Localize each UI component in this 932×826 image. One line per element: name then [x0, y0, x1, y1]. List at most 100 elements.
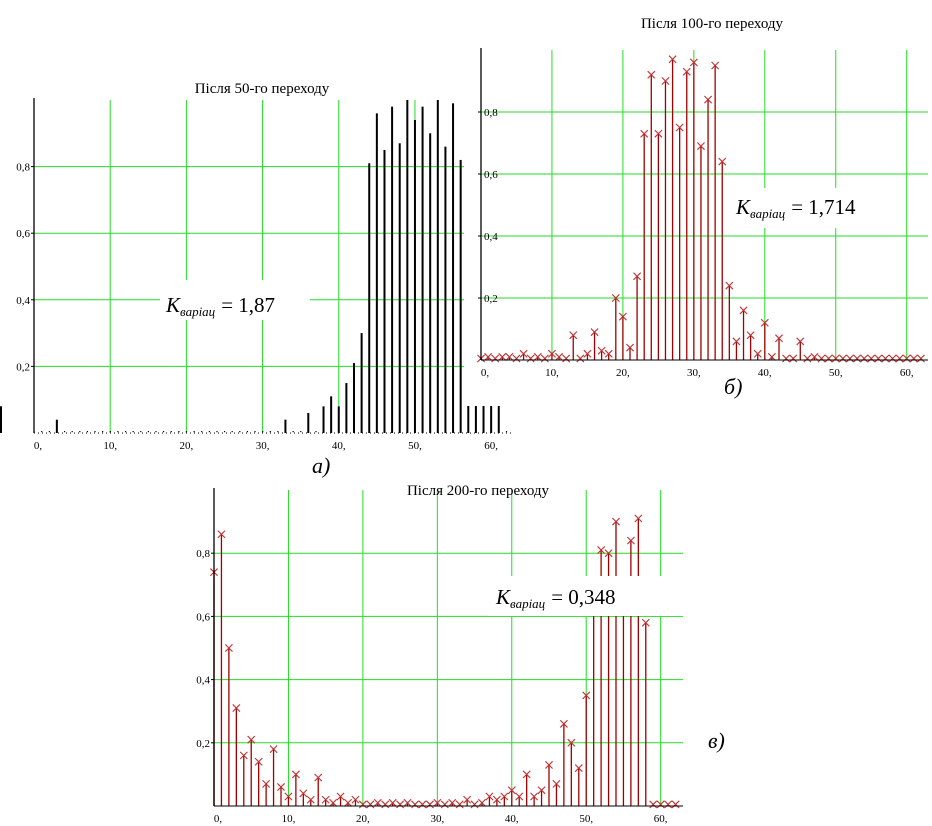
marker-stroke: [455, 800, 464, 809]
marker-stroke: [217, 530, 226, 539]
marker-stroke: [478, 798, 486, 807]
data-point-marker: [291, 770, 300, 779]
data-point-marker: [547, 349, 556, 358]
x-tick-label: 40,: [758, 367, 772, 379]
marker-stroke: [358, 800, 367, 809]
marker-stroke: [418, 800, 427, 809]
data-point-marker: [604, 549, 613, 558]
marker-stroke: [567, 738, 576, 747]
data-point-marker: [626, 343, 634, 352]
marker-stroke: [640, 129, 649, 138]
marker-stroke: [254, 757, 263, 766]
data-dot: [63, 431, 66, 433]
panel-a-axes: [33, 98, 514, 434]
data-point-marker: [867, 354, 876, 363]
x-tick-label: 60,: [900, 367, 914, 379]
data-dot: [124, 431, 127, 433]
panel-c-label: в): [708, 728, 725, 753]
marker-stroke: [711, 61, 720, 70]
marker-stroke: [647, 70, 656, 79]
data-dot: [208, 431, 210, 433]
x-tick-label: 30,: [256, 440, 270, 452]
marker-stroke: [306, 795, 315, 804]
marker-stroke: [860, 354, 869, 363]
data-point-marker: [881, 354, 890, 363]
marker-stroke: [626, 343, 634, 352]
data-dot: [277, 431, 279, 433]
data-point-marker: [269, 745, 278, 754]
marker-stroke: [329, 798, 338, 807]
data-dot: [231, 431, 233, 433]
panel-b-x-ticks: 0, 10, 20, 30, 40, 50, 60,: [481, 367, 914, 379]
data-point-marker: [831, 354, 840, 363]
data-bar: [55, 419, 58, 433]
data-bar: [375, 113, 378, 433]
data-point-marker: [590, 328, 599, 337]
marker-stroke: [224, 644, 233, 652]
data-dot: [102, 431, 104, 433]
data-point-marker: [739, 306, 748, 315]
marker-stroke: [569, 331, 578, 340]
marker-stroke: [675, 123, 684, 132]
data-point-marker: [611, 294, 620, 302]
panel-c-grid: [214, 490, 683, 806]
data-point-marker: [746, 331, 755, 340]
data-dot: [163, 431, 165, 433]
panel-c-coef-symbol: K: [495, 585, 511, 609]
marker-stroke: [649, 800, 658, 809]
data-point-marker: [433, 798, 442, 807]
data-point-marker: [403, 798, 412, 807]
marker-stroke: [552, 779, 561, 788]
data-point-marker: [696, 142, 705, 151]
data-dot: [71, 431, 73, 433]
marker-stroke: [810, 352, 819, 361]
data-bar: [444, 146, 447, 433]
marker-stroke: [411, 800, 419, 809]
data-point-marker: [545, 760, 553, 769]
data-point-marker: [649, 800, 658, 809]
data-bar: [398, 143, 401, 434]
marker-stroke: [760, 318, 769, 327]
data-point-marker: [505, 352, 514, 361]
y-tick-label: 0,6: [484, 169, 498, 181]
marker-stroke: [262, 779, 271, 788]
data-dot: [41, 431, 43, 433]
data-dot: [292, 431, 294, 433]
data-point-marker: [526, 354, 535, 363]
panel-b-chart: 0,2 0,4 0,6 0,8 0, 10, 20, 30, 40, 50, 60, Після …: [464, 16, 932, 406]
data-point-marker: [704, 95, 713, 104]
panel-b-coef-subscript: варіац: [750, 206, 786, 221]
x-tick-label: 20,: [180, 440, 194, 452]
marker-stroke: [470, 800, 479, 809]
data-point-marker: [567, 738, 576, 747]
data-point-marker: [718, 157, 727, 166]
marker-stroke: [874, 354, 883, 363]
panel-a-x-ticks: 0, 10, 20, 30, 40, 50, 60,: [34, 440, 498, 452]
marker-stroke: [522, 770, 531, 779]
data-bar: [330, 396, 333, 433]
marker-stroke: [817, 354, 826, 363]
data-point-marker: [484, 352, 493, 361]
data-point-marker: [626, 536, 635, 545]
data-dot: [147, 431, 149, 433]
data-dot: [246, 431, 249, 433]
y-tick-label: 0,4: [16, 295, 30, 307]
marker-stroke: [824, 354, 833, 363]
data-dot: [155, 431, 157, 433]
marker-stroke: [626, 536, 635, 545]
marker-stroke: [512, 354, 521, 363]
data-point-marker: [396, 800, 405, 809]
data-point-marker: [682, 67, 691, 76]
data-dot: [300, 431, 302, 433]
marker-stroke: [239, 751, 248, 760]
marker-stroke: [902, 354, 911, 363]
data-point-marker: [732, 337, 741, 346]
data-point-marker: [533, 352, 542, 361]
data-point-marker: [796, 337, 805, 346]
data-bar: [413, 119, 416, 433]
data-point-marker: [425, 800, 434, 809]
data-dot: [269, 431, 271, 433]
data-bar: [368, 163, 371, 433]
marker-stroke: [633, 272, 642, 281]
